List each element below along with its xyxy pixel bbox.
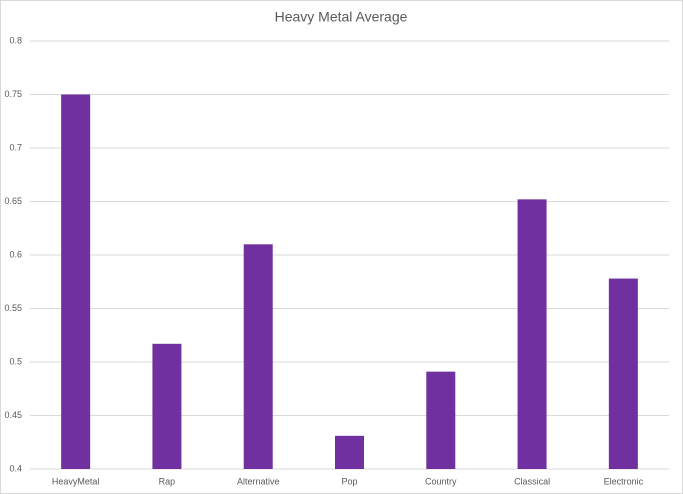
- bar: [608, 278, 638, 469]
- x-tick-label: Classical: [514, 476, 550, 486]
- bar: [426, 371, 456, 469]
- bar: [61, 94, 91, 469]
- y-tick-label: 0.45: [4, 410, 22, 420]
- y-tick-label: 0.65: [4, 196, 22, 206]
- bar: [517, 199, 547, 470]
- bar: [243, 244, 273, 469]
- y-tick-label: 0.5: [9, 356, 22, 366]
- y-tick-label: 0.7: [9, 142, 22, 152]
- x-tick-label: Pop: [341, 476, 357, 486]
- y-tick-label: 0.75: [4, 89, 22, 99]
- x-tick-label: Electronic: [604, 476, 644, 486]
- bar: [335, 435, 364, 469]
- y-tick-label: 0.4: [9, 463, 22, 473]
- x-tick-label: Rap: [159, 476, 176, 486]
- x-tick-label: HeavyMetal: [52, 476, 100, 486]
- x-tick-label: Country: [425, 476, 457, 486]
- y-tick-label: 0.8: [9, 35, 22, 45]
- y-tick-label: 0.6: [9, 249, 22, 259]
- x-tick-label: Alternative: [237, 476, 280, 486]
- y-tick-label: 0.55: [4, 303, 22, 313]
- bar: [152, 343, 182, 469]
- chart-title: Heavy Metal Average: [275, 9, 408, 25]
